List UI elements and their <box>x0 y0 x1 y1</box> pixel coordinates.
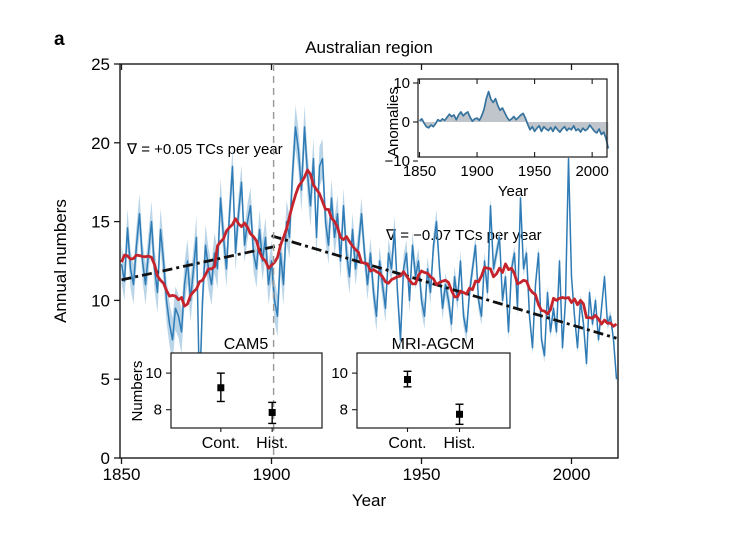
mri-agcm-category-label: Cont. <box>388 435 426 452</box>
cam5-inset-frame <box>170 352 323 429</box>
anomalies-line <box>418 90 610 149</box>
x-tick-label: 1900 <box>253 465 291 484</box>
mri-agcm-inset-frame <box>356 352 511 429</box>
y-tick-label: 25 <box>91 55 110 74</box>
x-tick-label: 1950 <box>403 465 441 484</box>
mri-agcm-data-point-marker <box>403 376 411 384</box>
plot-graphics: 1850 1900 1950 2000 0 5 10 15 20 25 1850 1900 1950 20… <box>91 55 619 484</box>
anomalies-x-tick-label: 1950 <box>518 163 551 180</box>
cam5-y-tick-label: 8 <box>154 402 162 419</box>
y-tick-label: 20 <box>91 134 110 153</box>
panel-label: a <box>54 29 65 50</box>
trend-line-1 <box>121 243 281 282</box>
model-insets-y-label: Numbers <box>129 361 146 422</box>
cam5-data-point-marker <box>268 408 276 416</box>
y-tick-label: 0 <box>101 449 110 468</box>
anomalies-x-tick-label: 1900 <box>460 163 493 180</box>
mri-agcm-category-label: Hist. <box>444 435 476 452</box>
uncertainty-band <box>121 105 617 417</box>
trend-annotation-positive: ∇ = +0.05 TCs per year <box>126 141 283 158</box>
y-tick-label: 5 <box>101 370 110 389</box>
anomalies-inset-y-label: Anomalies <box>385 87 402 157</box>
anomalies-x-tick-label: 1850 <box>403 163 436 180</box>
anomalies-y-tick-label: 0 <box>402 114 410 131</box>
anomalies-area-fill <box>419 91 609 149</box>
x-axis-label: Year <box>352 491 387 510</box>
cam5-category-label: Cont. <box>202 435 240 452</box>
anomalies-y-tick-label: −10 <box>385 153 410 170</box>
cam5-data-point-marker <box>217 384 225 392</box>
anomalies-inset-frame <box>417 78 608 158</box>
anomalies-inset-x-label: Year <box>498 183 528 200</box>
mri-agcm-inset-bg <box>357 353 510 428</box>
cam5-y-tick-label: 10 <box>145 365 162 382</box>
mri-agcm-data-point-marker <box>456 410 464 418</box>
smoothed-numbers-line <box>120 168 618 328</box>
cam5-category-label: Hist. <box>256 435 288 452</box>
y-tick-label: 10 <box>91 291 110 310</box>
chart-title: Australian region <box>305 38 433 57</box>
y-axis-label: Annual numbers <box>51 199 70 323</box>
mri-agcm-y-tick-label: 10 <box>331 365 348 382</box>
cam5-inset-bg <box>171 353 322 428</box>
x-tick-label: 1850 <box>103 465 141 484</box>
anomalies-x-tick-label: 2000 <box>575 163 608 180</box>
y-tick-label: 15 <box>91 213 110 232</box>
main-axes-frame <box>119 63 619 459</box>
mri-agcm-inset-title: MRI-AGCM <box>392 336 475 353</box>
trend-line-2 <box>271 234 617 340</box>
mri-agcm-y-tick-label: 8 <box>340 402 348 419</box>
anomalies-y-tick-label: 10 <box>393 75 410 92</box>
x-tick-label: 2000 <box>553 465 591 484</box>
trend-annotation-negative: ∇ = −0.07 TCs per year <box>385 227 542 244</box>
cam5-inset-title: CAM5 <box>224 336 269 353</box>
main-series-group <box>120 105 618 417</box>
